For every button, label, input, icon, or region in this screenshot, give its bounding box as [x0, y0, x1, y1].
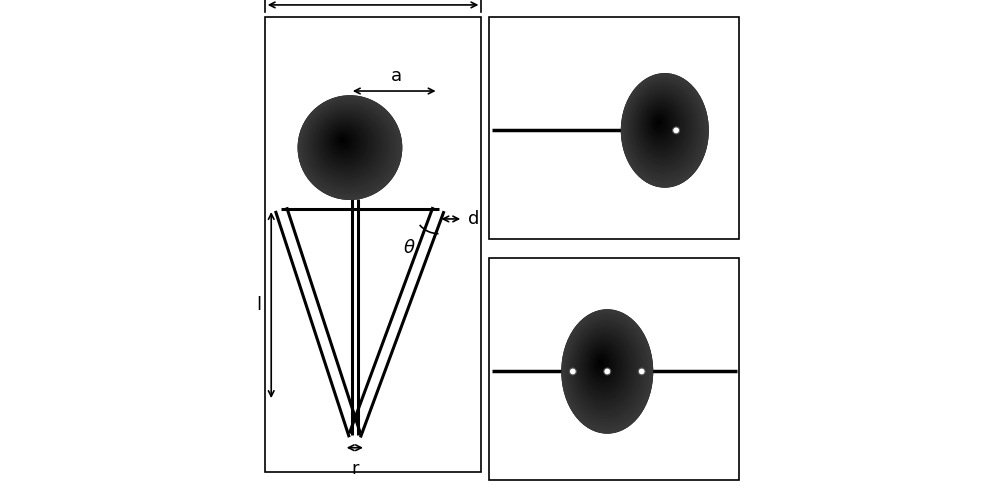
- Ellipse shape: [591, 349, 613, 380]
- Ellipse shape: [578, 332, 631, 403]
- Ellipse shape: [654, 116, 665, 130]
- Text: l: l: [256, 296, 261, 314]
- Ellipse shape: [309, 107, 387, 184]
- Ellipse shape: [328, 125, 362, 159]
- Ellipse shape: [629, 84, 698, 173]
- Ellipse shape: [565, 314, 648, 427]
- Ellipse shape: [568, 319, 644, 421]
- Ellipse shape: [320, 118, 372, 170]
- Ellipse shape: [634, 90, 692, 165]
- Ellipse shape: [641, 100, 681, 152]
- Circle shape: [638, 368, 645, 375]
- Bar: [265, 17, 481, 472]
- Ellipse shape: [588, 345, 618, 386]
- Ellipse shape: [331, 129, 357, 154]
- Ellipse shape: [340, 138, 345, 142]
- Ellipse shape: [562, 310, 653, 433]
- Ellipse shape: [322, 120, 369, 167]
- Ellipse shape: [645, 104, 677, 146]
- Ellipse shape: [643, 102, 679, 149]
- Ellipse shape: [581, 336, 626, 398]
- Ellipse shape: [631, 86, 696, 171]
- Ellipse shape: [583, 338, 624, 395]
- Ellipse shape: [570, 321, 642, 418]
- Ellipse shape: [628, 82, 700, 176]
- Ellipse shape: [318, 116, 374, 172]
- Ellipse shape: [651, 112, 669, 135]
- Ellipse shape: [646, 106, 675, 144]
- Ellipse shape: [335, 132, 352, 150]
- Ellipse shape: [622, 74, 708, 187]
- Ellipse shape: [306, 103, 392, 189]
- Ellipse shape: [648, 108, 673, 141]
- Ellipse shape: [657, 120, 660, 124]
- Ellipse shape: [315, 112, 379, 177]
- Ellipse shape: [573, 325, 637, 412]
- Bar: [489, 258, 739, 480]
- Ellipse shape: [575, 327, 635, 409]
- Ellipse shape: [564, 312, 650, 430]
- Ellipse shape: [622, 74, 708, 187]
- Ellipse shape: [317, 114, 377, 175]
- Ellipse shape: [584, 340, 622, 392]
- Text: r: r: [351, 460, 359, 478]
- Ellipse shape: [572, 323, 640, 415]
- Ellipse shape: [337, 134, 350, 147]
- Text: θ: θ: [403, 240, 414, 257]
- Ellipse shape: [313, 111, 382, 180]
- Ellipse shape: [655, 118, 662, 127]
- Ellipse shape: [623, 76, 706, 184]
- Ellipse shape: [307, 105, 389, 187]
- Bar: [489, 17, 739, 239]
- Ellipse shape: [339, 136, 347, 145]
- Ellipse shape: [597, 358, 605, 368]
- Ellipse shape: [594, 354, 609, 374]
- Ellipse shape: [625, 78, 704, 182]
- Ellipse shape: [635, 92, 689, 162]
- Ellipse shape: [580, 334, 629, 400]
- Ellipse shape: [649, 110, 671, 138]
- Ellipse shape: [596, 356, 607, 371]
- Circle shape: [673, 127, 680, 134]
- Ellipse shape: [637, 94, 687, 160]
- Ellipse shape: [300, 98, 399, 197]
- Ellipse shape: [562, 310, 653, 433]
- Ellipse shape: [324, 122, 367, 165]
- Ellipse shape: [298, 96, 402, 199]
- Ellipse shape: [599, 360, 603, 365]
- Ellipse shape: [592, 351, 611, 377]
- Ellipse shape: [298, 96, 402, 199]
- Circle shape: [604, 368, 611, 375]
- Ellipse shape: [586, 342, 620, 389]
- Ellipse shape: [638, 96, 685, 157]
- Ellipse shape: [326, 123, 364, 162]
- Ellipse shape: [567, 316, 646, 424]
- Ellipse shape: [311, 109, 384, 182]
- Ellipse shape: [632, 88, 694, 168]
- Text: d: d: [468, 210, 479, 228]
- Ellipse shape: [304, 101, 394, 192]
- Ellipse shape: [652, 114, 667, 133]
- Ellipse shape: [640, 98, 683, 154]
- Text: a: a: [391, 67, 402, 85]
- Ellipse shape: [589, 347, 616, 383]
- Circle shape: [569, 368, 576, 375]
- Ellipse shape: [333, 131, 355, 152]
- Ellipse shape: [329, 127, 360, 157]
- Ellipse shape: [626, 80, 702, 179]
- Ellipse shape: [302, 99, 397, 194]
- Ellipse shape: [576, 330, 633, 406]
